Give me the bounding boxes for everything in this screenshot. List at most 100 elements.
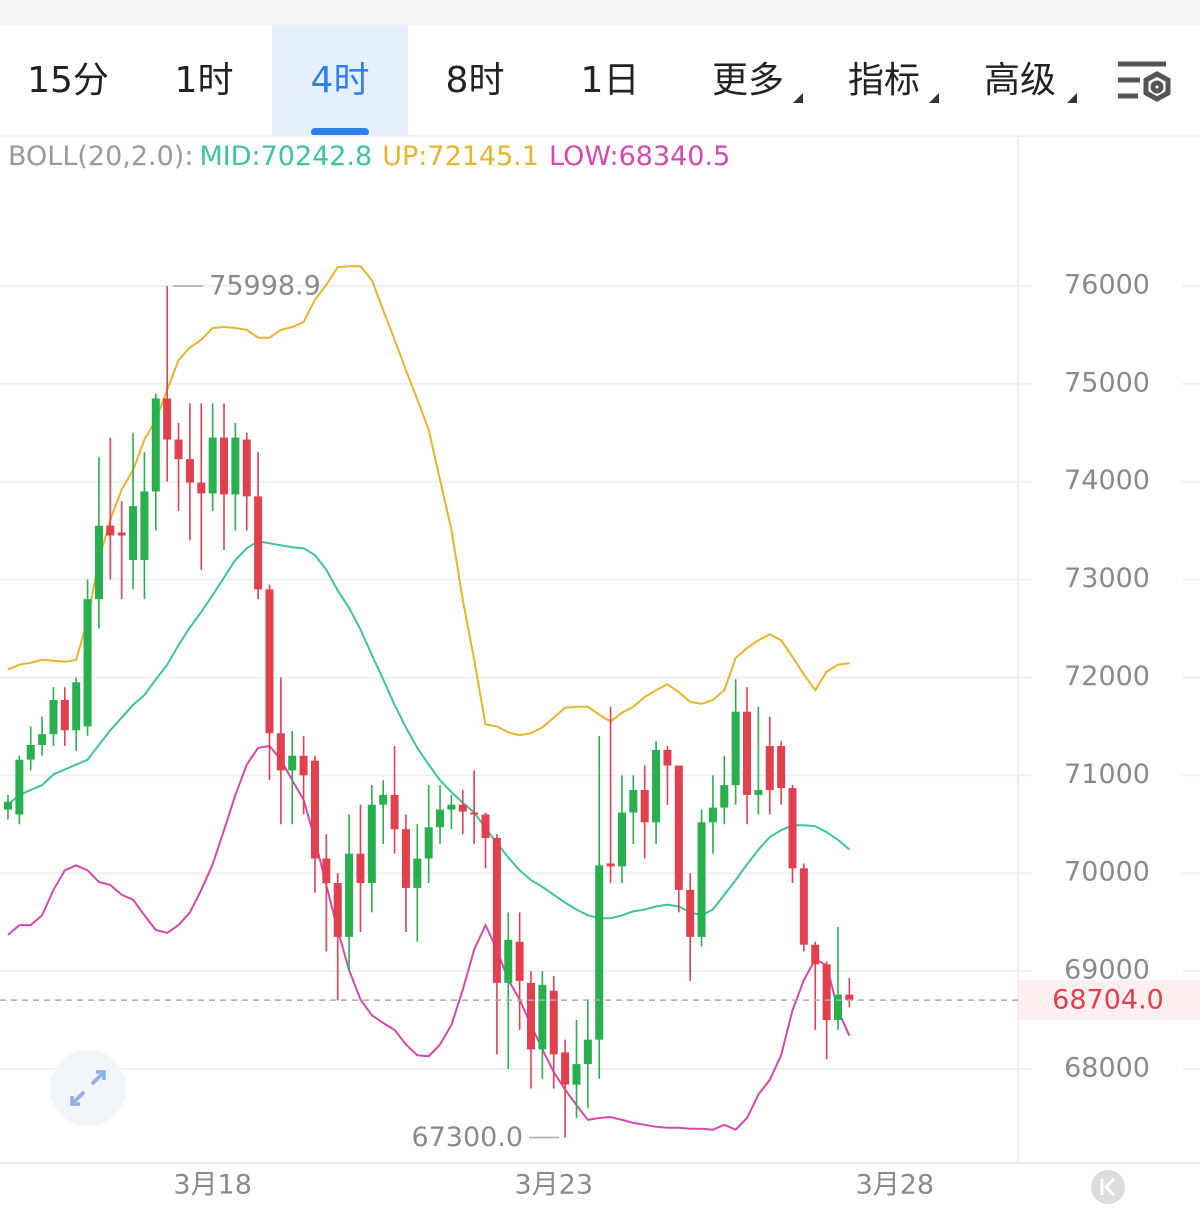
last-price-box xyxy=(1019,980,1200,1021)
candle-body xyxy=(845,994,854,1001)
candle-body xyxy=(299,755,308,776)
tab[interactable]: 8时 xyxy=(446,60,505,101)
candle-body xyxy=(231,437,240,495)
candle-body xyxy=(60,699,69,731)
y-tick-label: 71000 xyxy=(1064,759,1150,790)
y-tick-label: 68000 xyxy=(1064,1053,1150,1084)
last-price-label: 68704.0 xyxy=(1052,985,1164,1016)
candle-body xyxy=(583,1039,592,1065)
tab-bar: 15分 1时 4时 8时 1日 更多 指标 高级 xyxy=(27,60,1056,101)
tab[interactable]: 1时 xyxy=(175,60,234,101)
boll-line xyxy=(7,744,851,1131)
legend-entry: LOW:68340.5 xyxy=(549,141,730,172)
candle-body xyxy=(617,812,626,867)
y-tick-label: 72000 xyxy=(1064,661,1150,692)
settings-icon[interactable] xyxy=(1118,61,1171,102)
y-tick-label: 75000 xyxy=(1064,367,1150,398)
legend: MID:70242.8 UP:72145.1 LOW:68340.5 xyxy=(199,141,730,172)
candle-body xyxy=(401,829,410,888)
candle-body xyxy=(799,868,808,945)
candle-body xyxy=(322,858,331,884)
candle-body xyxy=(811,944,820,965)
dropdown-carets xyxy=(793,93,1077,103)
indicator-legend: BOLL(20,2.0): MID:70242.8 UP:72145.1 LOW:68… xyxy=(8,141,730,172)
candle-body xyxy=(174,439,183,460)
candle-body xyxy=(663,749,672,766)
candle-body xyxy=(686,889,695,937)
candle-body xyxy=(356,853,365,884)
active-tab-indicator xyxy=(311,128,369,136)
legend-entry: MID:70242.8 xyxy=(199,141,372,172)
candle-body xyxy=(345,853,354,937)
indicator-name: BOLL(20,2.0): xyxy=(8,141,193,172)
candle-body xyxy=(254,496,263,590)
tab[interactable]: 更多 xyxy=(712,60,784,101)
candle-body xyxy=(424,827,433,859)
candle-body xyxy=(3,801,12,810)
candle-body xyxy=(743,711,752,795)
candle-body xyxy=(470,812,479,815)
candle-body xyxy=(163,398,172,440)
candle-body xyxy=(151,398,160,492)
boll-line xyxy=(7,265,850,737)
candle-body xyxy=(15,759,24,815)
candle-body xyxy=(288,755,297,771)
candle-body xyxy=(436,809,445,828)
candle-body xyxy=(72,682,81,731)
expand-button[interactable] xyxy=(50,1050,126,1126)
y-tick-label: 74000 xyxy=(1064,465,1150,496)
candle-body xyxy=(788,788,797,869)
candle-body xyxy=(833,994,842,1021)
candle-body xyxy=(708,807,717,823)
candle-body xyxy=(276,733,285,771)
candle-body xyxy=(38,734,47,745)
candle-body xyxy=(83,599,92,727)
candle-body xyxy=(447,804,456,810)
tab[interactable]: 指标 xyxy=(848,60,920,101)
candle-body xyxy=(413,858,422,888)
candle-body xyxy=(140,491,149,560)
tab[interactable]: 高级 xyxy=(984,60,1056,101)
candle-body xyxy=(117,532,126,536)
y-tick-label: 76000 xyxy=(1064,269,1150,300)
candle-body xyxy=(652,749,661,823)
y-tick-label: 70000 xyxy=(1064,857,1150,888)
x-tick-label: 3月28 xyxy=(856,1170,935,1201)
active-tab-bg xyxy=(272,25,408,135)
tab[interactable]: 1日 xyxy=(581,60,640,101)
candle-body xyxy=(504,939,513,983)
candle-body xyxy=(390,794,399,830)
candle-body xyxy=(595,865,604,1040)
x-tick-label: 3月23 xyxy=(514,1170,593,1201)
candle-body xyxy=(106,525,115,536)
candle-body xyxy=(640,790,649,823)
candle-body xyxy=(94,525,103,600)
status-strip xyxy=(0,0,1200,25)
candle-body xyxy=(572,1064,581,1085)
max-label: 75998.9 xyxy=(209,270,321,301)
min-label: 67300.0 xyxy=(411,1122,523,1153)
candle-body xyxy=(629,790,638,813)
tab[interactable]: 15分 xyxy=(27,60,109,101)
candle-body xyxy=(49,699,58,735)
candle-body xyxy=(561,1052,570,1085)
candle-body xyxy=(492,837,501,983)
candle-body xyxy=(185,459,194,483)
candle-body xyxy=(527,982,536,1050)
candle-body xyxy=(538,984,547,1050)
tab[interactable]: 4时 xyxy=(311,60,370,101)
candle-body xyxy=(777,745,786,789)
candle-body xyxy=(333,883,342,937)
candle-body xyxy=(515,941,524,981)
legend-entry: UP:72145.1 xyxy=(382,141,539,172)
candle-body xyxy=(242,439,251,497)
candle-body xyxy=(822,964,831,1021)
candle-body xyxy=(606,863,615,867)
y-tick-label: 73000 xyxy=(1064,563,1150,594)
scroll-to-latest[interactable] xyxy=(1091,1170,1125,1204)
candle-body xyxy=(697,822,706,937)
candle-body xyxy=(208,437,217,494)
candle-body xyxy=(197,482,206,494)
candle-body xyxy=(481,814,490,838)
